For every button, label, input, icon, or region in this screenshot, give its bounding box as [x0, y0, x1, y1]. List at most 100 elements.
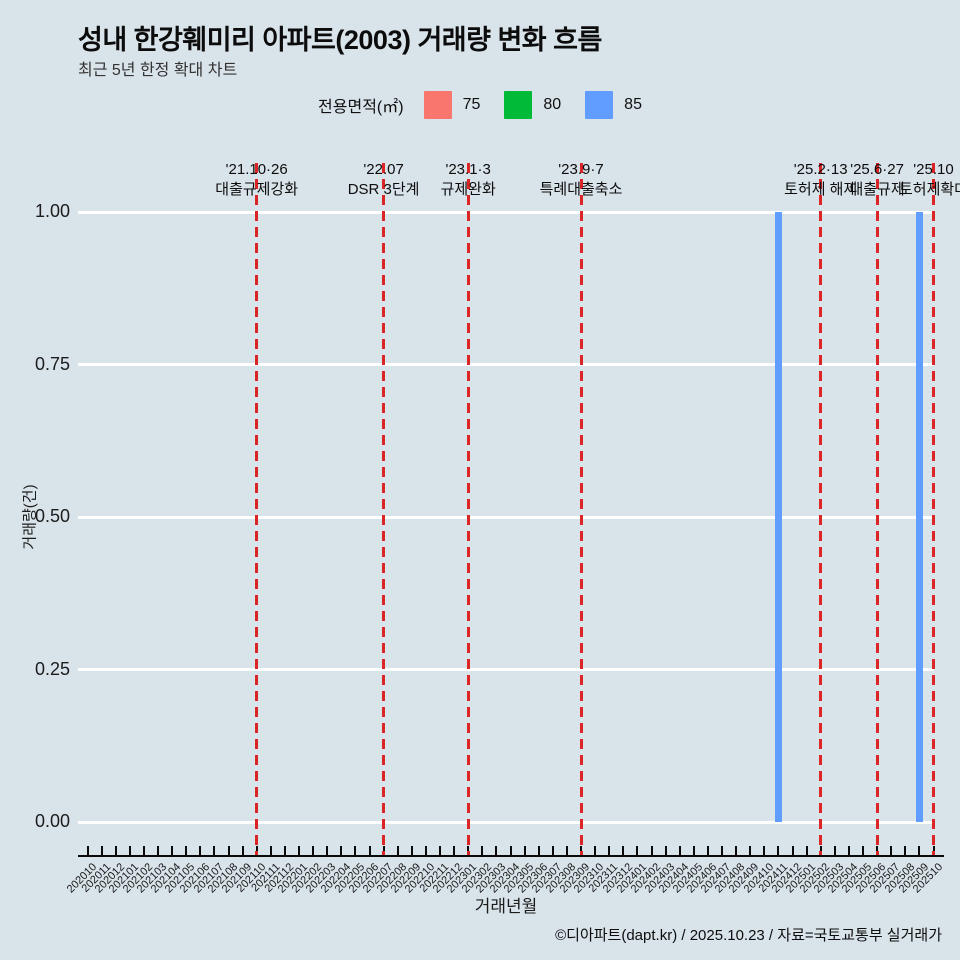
x-tick: [340, 846, 343, 856]
event-line-202502: [819, 163, 823, 855]
annotation-date: '25.2·13: [793, 161, 848, 178]
x-tick: [227, 846, 230, 856]
x-tick: [622, 846, 625, 856]
x-tick: [636, 846, 639, 856]
x-tick: [157, 846, 159, 856]
x-tick: [721, 846, 723, 856]
gridline-0.25: [78, 668, 934, 671]
legend-item-75: 75: [423, 91, 480, 119]
legend-items: 75 80 85: [416, 91, 642, 119]
annotation-202110: '21.10·26 대출규제강화: [215, 160, 298, 200]
legend-swatch-80: [504, 91, 533, 119]
chart-subtitle: 최근 5년 한정 확대 차트: [78, 62, 238, 79]
gridline-0.50: [78, 515, 934, 519]
x-tick: [213, 846, 216, 856]
event-line-202207: [382, 163, 386, 855]
x-tick: [86, 846, 89, 856]
x-tick: [185, 846, 188, 856]
x-tick: [565, 846, 568, 856]
x-tick: [862, 846, 864, 856]
x-tick: [481, 846, 484, 856]
event-line-202510: [932, 163, 935, 855]
bar-85-202509: [915, 212, 923, 822]
x-tick: [650, 846, 653, 856]
x-tick: [241, 846, 244, 856]
annotation-date: '25.6·27: [850, 161, 904, 178]
legend-swatch-85: [585, 91, 614, 119]
annotation-label: 대출규제강화: [215, 181, 299, 198]
legend: 전용면적(㎡) 75 80 85: [0, 90, 960, 120]
x-tick: [833, 846, 836, 856]
x-tick: [368, 846, 371, 856]
legend-swatch-75: [423, 91, 452, 119]
x-tick: [706, 846, 709, 856]
x-tick: [312, 846, 315, 856]
event-line-202110: [255, 163, 259, 855]
x-tick: [523, 846, 526, 856]
x-tick: [396, 846, 399, 856]
x-tick: [777, 846, 780, 856]
legend-item-80: 80: [504, 91, 561, 119]
x-tick: [608, 846, 611, 856]
annotation-date: '22.07: [363, 161, 404, 178]
x-tick: [904, 846, 907, 856]
y-tick-label: 0.50: [34, 506, 70, 526]
x-tick: [749, 846, 752, 856]
y-tick-label: 0.25: [34, 658, 70, 679]
x-tick: [763, 846, 766, 856]
x-tick: [142, 846, 145, 856]
gridline-0.00: [78, 820, 934, 824]
x-tick: [551, 846, 554, 856]
x-tick: [283, 846, 286, 856]
x-tick: [128, 846, 131, 856]
x-tick: [100, 846, 103, 856]
x-axis-title: 거래년월: [474, 897, 538, 916]
annotation-202207: '22.07 DSR 3단계: [348, 160, 420, 200]
legend-title: 전용면적(㎡): [318, 99, 404, 116]
x-tick: [453, 846, 456, 856]
legend-value: 85: [624, 96, 642, 113]
legend-value: 80: [543, 96, 562, 113]
y-tick-label: 1.00: [34, 201, 70, 221]
x-tick: [791, 846, 794, 856]
x-tick: [918, 846, 921, 856]
event-line-202301: [466, 163, 470, 855]
y-tick-label: 0.00: [34, 811, 70, 831]
x-tick: [199, 846, 202, 856]
annotation-date: '25.10: [913, 161, 954, 178]
annotation-label: 대출규제: [849, 181, 905, 198]
x-tick: [509, 846, 512, 856]
annotation-label: 토허제 해제: [784, 181, 858, 198]
x-tick: [847, 846, 850, 856]
footer-credit: ©디아파트(dapt.kr) / 2025.10.23 / 자료=국토교통부 실…: [555, 927, 942, 944]
annotation-label: 특례대출축소: [539, 181, 623, 198]
event-line-202506: [875, 163, 879, 855]
x-tick: [326, 846, 329, 856]
x-tick: [171, 846, 174, 856]
gridline-0.75: [78, 363, 934, 366]
gridline-1.00: [78, 210, 934, 214]
x-tick: [692, 846, 695, 856]
annotation-label: DSR 3단계: [347, 181, 420, 198]
annotation-date: '21.10·26: [225, 161, 288, 178]
annotation-202502: '25.2·13 토허제 해제: [784, 160, 857, 200]
x-tick: [805, 846, 808, 856]
x-tick: [269, 846, 272, 856]
annotation-date: '23.1·3: [445, 161, 491, 178]
x-axis-line: [78, 855, 944, 857]
y-tick-label: 0.75: [34, 353, 70, 374]
annotation-202309: '23.9·7 특례대출축소: [540, 160, 623, 200]
legend-item-85: 85: [585, 91, 642, 119]
bar-85-202411: [774, 212, 782, 822]
x-tick: [537, 846, 540, 856]
event-line-202309: [579, 163, 583, 855]
x-tick: [410, 846, 413, 856]
x-tick: [495, 846, 498, 856]
annotation-label: 토허제확대: [898, 181, 960, 198]
annotation-202301: '23.1·3 규제완화: [441, 160, 496, 200]
x-tick: [114, 846, 117, 856]
chart-title: 성내 한강훼미리 아파트(2003) 거래량 변화 흐름: [78, 25, 602, 55]
annotation-label: 규제완화: [440, 181, 496, 198]
